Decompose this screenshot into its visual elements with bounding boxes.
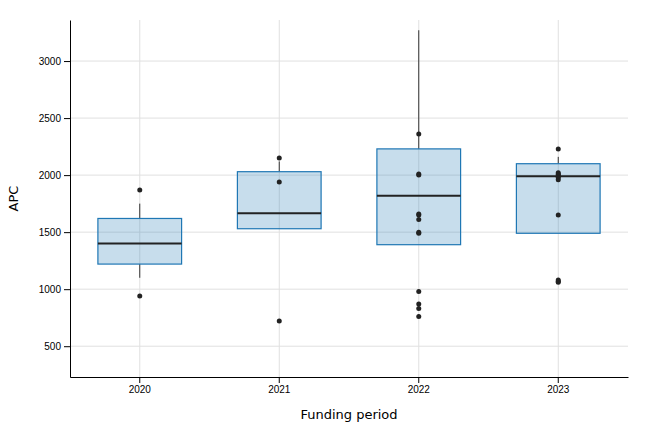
box-group: [516, 146, 600, 284]
outlier: [416, 211, 421, 216]
tick-mark: [558, 377, 559, 383]
outlier: [137, 187, 142, 192]
median: [98, 243, 182, 245]
tick-label: 1500: [39, 227, 62, 238]
tick-mark: [64, 118, 70, 119]
grid-line: [70, 346, 628, 347]
tick-label: 2021: [268, 384, 291, 395]
y-tick: 500: [44, 341, 70, 352]
tick-mark: [64, 346, 70, 347]
tick-mark: [139, 377, 140, 383]
tick-label: 500: [44, 341, 61, 352]
median: [377, 195, 461, 197]
box-group: [98, 187, 182, 298]
outlier: [416, 217, 421, 222]
outlier: [556, 170, 561, 175]
outlier: [416, 171, 421, 176]
tick-label: 2023: [547, 384, 570, 395]
outlier: [556, 278, 561, 283]
y-axis-line: [70, 21, 71, 378]
grid-line: [70, 289, 628, 290]
tick-mark: [64, 61, 70, 62]
tick-mark: [418, 377, 419, 383]
box: [237, 172, 321, 229]
y-tick: 3000: [39, 56, 70, 67]
tick-label: 3000: [39, 56, 62, 67]
tick-label: 2500: [39, 113, 62, 124]
x-tick: 2022: [408, 377, 431, 395]
outlier: [277, 179, 282, 184]
whisker-low: [139, 264, 140, 278]
x-axis-title: Funding period: [300, 407, 397, 422]
tick-mark: [64, 289, 70, 290]
y-tick: 1500: [39, 227, 70, 238]
whisker-high: [558, 157, 559, 164]
y-tick: 2000: [39, 170, 70, 181]
outlier: [137, 294, 142, 299]
box-group: [377, 30, 461, 319]
whisker-high: [418, 30, 419, 149]
outlier: [416, 230, 421, 235]
whisker-high: [139, 204, 140, 219]
tick-mark: [279, 377, 280, 383]
outlier: [416, 132, 421, 137]
median: [237, 212, 321, 214]
tick-label: 2000: [39, 170, 62, 181]
tick-mark: [64, 232, 70, 233]
grid-line: [70, 118, 628, 119]
x-tick: 2021: [268, 377, 291, 395]
outlier: [416, 289, 421, 294]
y-axis: 500 1000 1500 2000 2500 3000: [39, 21, 71, 378]
outlier: [416, 306, 421, 311]
box: [98, 218, 182, 264]
chart: 500 1000 1500 2000 2500 3000 2020 2021 2022 2023 F…: [0, 0, 648, 432]
y-tick: 2500: [39, 113, 70, 124]
grid: [70, 20, 628, 377]
outlier: [416, 302, 421, 307]
outlier: [277, 319, 282, 324]
outlier: [277, 156, 282, 161]
tick-label: 2022: [408, 384, 431, 395]
box: [377, 149, 461, 245]
outlier: [556, 213, 561, 218]
tick-label: 2020: [129, 384, 152, 395]
y-tick: 1000: [39, 284, 70, 295]
box-group: [237, 156, 321, 324]
tick-label: 1000: [39, 284, 62, 295]
x-axis-line: [71, 377, 629, 378]
plot: 500 1000 1500 2000 2500 3000 2020 2021 2022 2023 F…: [6, 20, 629, 422]
tick-mark: [64, 175, 70, 176]
y-axis-title: APC: [6, 186, 21, 212]
x-tick: 2020: [129, 377, 152, 395]
whisker-high: [279, 161, 280, 171]
grid-line: [139, 20, 140, 377]
box: [516, 164, 600, 234]
outlier: [416, 314, 421, 319]
x-tick: 2023: [547, 377, 570, 395]
outlier: [556, 146, 561, 151]
boxes: [98, 30, 600, 323]
x-axis: 2020 2021 2022 2023: [71, 377, 629, 395]
grid-line: [70, 61, 628, 62]
